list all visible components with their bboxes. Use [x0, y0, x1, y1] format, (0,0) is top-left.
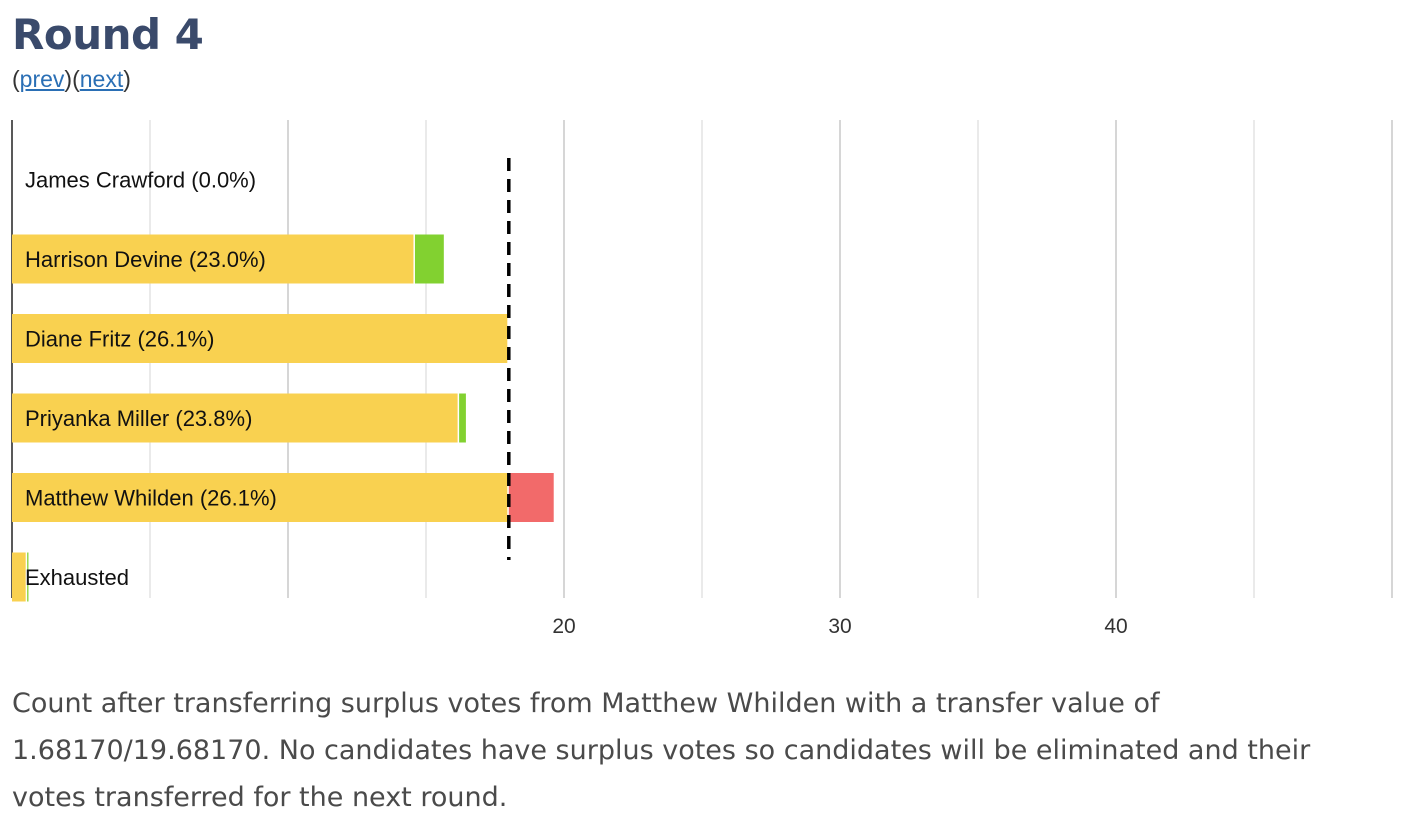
bar-segment [12, 234, 414, 284]
bar-segment [12, 393, 458, 443]
round-navigation: (prev)(next) [12, 66, 131, 92]
bar-segment [459, 393, 466, 443]
x-tick-label: 40 [1104, 615, 1127, 638]
bar-label: Harrison Devine (23.0%) [25, 247, 266, 272]
round-title: Round 4 [12, 10, 204, 59]
bar-label: Exhausted [25, 565, 129, 590]
bar-label: James Crawford (0.0%) [25, 168, 256, 193]
bar-segment [27, 552, 29, 602]
prev-link[interactable]: prev [19, 66, 65, 92]
round-caption: Count after transferring surplus votes f… [12, 688, 1311, 813]
next-link[interactable]: next [79, 66, 124, 92]
bar-label: Priyanka Miller (23.8%) [25, 406, 252, 431]
bar-segment [508, 473, 554, 522]
x-tick-label: 30 [828, 615, 851, 638]
bar-segment [12, 473, 508, 522]
bar-segment [12, 552, 26, 602]
bar-label: Matthew Whilden (26.1%) [25, 486, 277, 511]
bar-segment [414, 234, 444, 284]
bar-segment [12, 314, 508, 363]
round-bar-chart: 20 30 40 James Crawford (0.0%) Harrison Devi… [11, 120, 1393, 638]
x-tick-label: 20 [552, 615, 575, 638]
bar-label: Diane Fritz (26.1%) [25, 327, 215, 352]
